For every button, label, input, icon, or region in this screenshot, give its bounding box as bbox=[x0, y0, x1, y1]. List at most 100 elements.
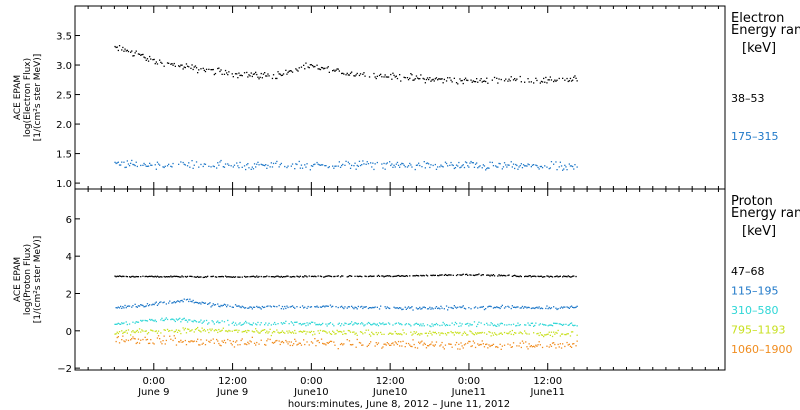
data-point bbox=[414, 332, 416, 334]
data-point bbox=[507, 80, 509, 82]
data-point bbox=[236, 162, 238, 164]
data-point bbox=[367, 321, 370, 324]
data-point bbox=[554, 333, 556, 335]
data-point bbox=[370, 341, 372, 343]
data-point bbox=[455, 323, 458, 325]
data-point bbox=[205, 68, 208, 70]
data-point bbox=[419, 164, 421, 167]
data-point bbox=[416, 275, 419, 277]
data-point bbox=[294, 307, 296, 309]
data-point bbox=[415, 331, 418, 333]
data-point bbox=[118, 323, 121, 325]
data-point bbox=[135, 161, 137, 163]
data-point bbox=[516, 164, 518, 167]
data-point bbox=[384, 74, 386, 76]
data-point bbox=[565, 334, 567, 336]
data-point bbox=[251, 75, 253, 78]
data-point bbox=[448, 274, 450, 276]
legend-title-line: Electron bbox=[731, 11, 784, 26]
data-point bbox=[322, 305, 324, 307]
data-point bbox=[337, 165, 339, 167]
data-point bbox=[140, 276, 142, 278]
data-point bbox=[212, 275, 214, 277]
data-point bbox=[368, 275, 371, 277]
data-point bbox=[367, 329, 370, 331]
data-point bbox=[310, 165, 313, 167]
data-point bbox=[133, 337, 135, 340]
data-point bbox=[515, 163, 517, 166]
data-point bbox=[562, 343, 564, 345]
data-point bbox=[387, 333, 390, 335]
data-point bbox=[445, 305, 448, 307]
data-point bbox=[281, 323, 284, 325]
data-point bbox=[297, 70, 299, 72]
data-point bbox=[240, 306, 242, 309]
data-point bbox=[195, 301, 198, 304]
series-electron-38–53 bbox=[114, 45, 578, 85]
data-point bbox=[182, 276, 184, 278]
data-point bbox=[424, 167, 426, 169]
data-point bbox=[166, 328, 169, 331]
data-point bbox=[269, 166, 271, 168]
data-point bbox=[268, 331, 270, 333]
data-point bbox=[482, 274, 484, 276]
data-point bbox=[520, 332, 522, 334]
data-point bbox=[120, 323, 122, 325]
data-point bbox=[247, 341, 249, 343]
data-point bbox=[213, 342, 215, 344]
proton-plot-frame bbox=[74, 188, 726, 371]
data-point bbox=[376, 333, 378, 336]
data-point bbox=[407, 323, 410, 325]
data-point bbox=[344, 322, 346, 324]
data-point bbox=[430, 80, 432, 82]
data-point bbox=[145, 305, 147, 307]
data-point bbox=[199, 330, 201, 332]
data-point bbox=[347, 275, 349, 278]
data-point bbox=[238, 72, 240, 74]
data-point bbox=[543, 324, 545, 326]
data-point bbox=[450, 274, 452, 276]
data-point bbox=[149, 55, 151, 58]
data-point bbox=[282, 73, 285, 75]
data-point bbox=[145, 320, 147, 322]
data-point bbox=[392, 324, 394, 326]
data-point bbox=[251, 308, 253, 310]
data-point bbox=[359, 164, 362, 167]
data-point bbox=[287, 165, 289, 167]
data-point bbox=[366, 161, 368, 163]
data-point bbox=[503, 344, 506, 346]
data-point bbox=[479, 79, 481, 82]
data-point bbox=[355, 74, 357, 76]
data-point bbox=[479, 306, 481, 309]
data-point bbox=[249, 323, 251, 326]
data-point bbox=[323, 330, 325, 332]
data-point bbox=[239, 74, 241, 77]
data-point bbox=[440, 78, 442, 80]
data-point bbox=[191, 160, 193, 162]
data-point bbox=[339, 330, 342, 333]
data-point bbox=[488, 167, 490, 169]
data-point bbox=[353, 165, 355, 167]
data-point bbox=[423, 161, 425, 163]
data-point bbox=[198, 344, 200, 346]
data-point bbox=[200, 68, 202, 70]
data-point bbox=[481, 331, 483, 334]
data-point bbox=[467, 165, 469, 167]
data-point bbox=[306, 322, 308, 324]
data-point bbox=[503, 324, 506, 326]
data-point bbox=[402, 163, 404, 165]
data-point bbox=[517, 168, 519, 170]
data-point bbox=[482, 305, 484, 308]
data-point bbox=[429, 77, 431, 79]
data-point bbox=[157, 276, 160, 278]
data-point bbox=[303, 339, 305, 341]
data-point bbox=[247, 276, 249, 278]
data-point bbox=[557, 343, 559, 346]
data-point bbox=[210, 275, 212, 278]
data-point bbox=[422, 274, 424, 277]
data-point bbox=[441, 341, 443, 344]
data-point bbox=[385, 163, 387, 165]
data-point bbox=[500, 274, 502, 276]
data-point bbox=[435, 333, 438, 335]
data-point bbox=[387, 307, 390, 309]
